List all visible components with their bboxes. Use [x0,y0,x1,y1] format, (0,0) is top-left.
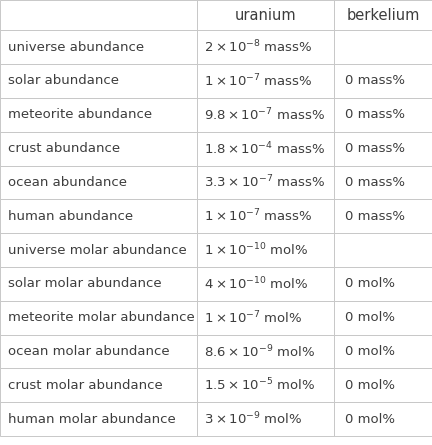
Text: 0 mol%: 0 mol% [345,345,395,358]
Text: ocean molar abundance: ocean molar abundance [8,345,169,358]
Text: human molar abundance: human molar abundance [8,413,175,426]
Bar [197,0,334,30]
Text: 0 mass%: 0 mass% [345,210,405,223]
Bar [334,98,432,132]
Bar [0,267,197,301]
Bar [0,199,197,233]
Text: solar molar abundance: solar molar abundance [8,277,162,291]
Text: ocean abundance: ocean abundance [8,176,127,189]
Bar [197,132,334,166]
Bar [0,368,197,402]
Bar [197,98,334,132]
Bar [197,233,334,267]
Bar [334,233,432,267]
Text: $1\times10^{-10}$ mol%: $1\times10^{-10}$ mol% [204,242,309,259]
Text: 0 mol%: 0 mol% [345,413,395,426]
Bar [334,267,432,301]
Bar [197,402,334,436]
Bar [0,233,197,267]
Bar [334,132,432,166]
Text: $3.3\times10^{-7}$ mass%: $3.3\times10^{-7}$ mass% [204,174,326,191]
Text: $1\times10^{-7}$ mass%: $1\times10^{-7}$ mass% [204,73,313,89]
Text: 0 mol%: 0 mol% [345,311,395,324]
Bar [0,64,197,98]
Bar [197,267,334,301]
Text: uranium: uranium [235,8,296,23]
Text: meteorite abundance: meteorite abundance [8,108,152,121]
Bar [0,132,197,166]
Text: $2\times10^{-8}$ mass%: $2\times10^{-8}$ mass% [204,39,313,56]
Text: 0 mass%: 0 mass% [345,176,405,189]
Bar [334,199,432,233]
Text: 0 mass%: 0 mass% [345,142,405,155]
Text: crust abundance: crust abundance [8,142,120,155]
Text: $1.8\times10^{-4}$ mass%: $1.8\times10^{-4}$ mass% [204,140,325,157]
Bar [334,64,432,98]
Bar [334,301,432,335]
Bar [0,0,197,30]
Bar [197,64,334,98]
Bar [0,301,197,335]
Text: 0 mol%: 0 mol% [345,379,395,392]
Text: universe abundance: universe abundance [8,40,144,54]
Text: $3\times10^{-9}$ mol%: $3\times10^{-9}$ mol% [204,411,303,428]
Bar [197,199,334,233]
Bar [197,166,334,199]
Bar [0,30,197,64]
Bar [197,30,334,64]
Bar [334,402,432,436]
Text: $9.8\times10^{-7}$ mass%: $9.8\times10^{-7}$ mass% [204,106,325,123]
Bar [0,98,197,132]
Text: 0 mass%: 0 mass% [345,108,405,121]
Bar [334,335,432,368]
Bar [334,368,432,402]
Text: crust molar abundance: crust molar abundance [8,379,162,392]
Text: meteorite molar abundance: meteorite molar abundance [8,311,194,324]
Bar [0,402,197,436]
Bar [197,368,334,402]
Text: $8.6\times10^{-9}$ mol%: $8.6\times10^{-9}$ mol% [204,343,315,360]
Text: solar abundance: solar abundance [8,74,119,88]
Bar [334,166,432,199]
Bar [334,0,432,30]
Text: human abundance: human abundance [8,210,133,223]
Text: berkelium: berkelium [346,8,419,23]
Bar [334,30,432,64]
Bar [197,335,334,368]
Text: 0 mol%: 0 mol% [345,277,395,291]
Bar [0,335,197,368]
Bar [197,301,334,335]
Text: $4\times10^{-10}$ mol%: $4\times10^{-10}$ mol% [204,275,309,292]
Bar [0,166,197,199]
Text: universe molar abundance: universe molar abundance [8,243,187,257]
Text: $1\times10^{-7}$ mol%: $1\times10^{-7}$ mol% [204,309,303,326]
Text: $1\times10^{-7}$ mass%: $1\times10^{-7}$ mass% [204,208,313,225]
Text: 0 mass%: 0 mass% [345,74,405,88]
Text: $1.5\times10^{-5}$ mol%: $1.5\times10^{-5}$ mol% [204,377,315,394]
